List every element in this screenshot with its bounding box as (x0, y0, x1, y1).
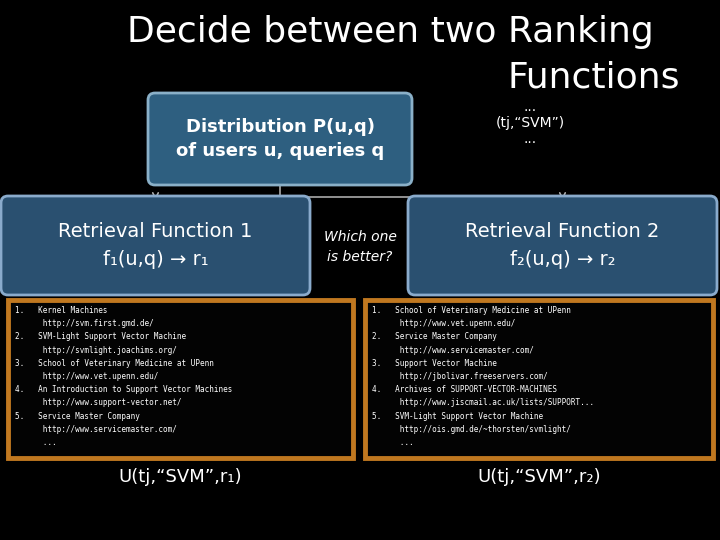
Text: (tj,“SVM”): (tj,“SVM”) (495, 116, 564, 130)
Text: Which one
is better?: Which one is better? (323, 230, 397, 264)
Text: Retrieval Function 1
f₁(u,q) → r₁: Retrieval Function 1 f₁(u,q) → r₁ (58, 222, 253, 269)
Text: Decide between two Ranking: Decide between two Ranking (127, 15, 653, 49)
FancyBboxPatch shape (1, 196, 310, 295)
FancyBboxPatch shape (148, 93, 412, 185)
FancyBboxPatch shape (408, 196, 717, 295)
FancyBboxPatch shape (8, 300, 353, 458)
Text: 1.   School of Veterinary Medicine at UPenn
      http://www.vet.upenn.edu/
2.  : 1. School of Veterinary Medicine at UPen… (372, 306, 594, 447)
Text: Distribution P(u,q)
of users u, queries q: Distribution P(u,q) of users u, queries … (176, 118, 384, 160)
Text: ...: ... (523, 132, 536, 146)
Text: Retrieval Function 2
f₂(u,q) → r₂: Retrieval Function 2 f₂(u,q) → r₂ (465, 222, 660, 269)
FancyBboxPatch shape (365, 300, 713, 458)
Text: 1.   Kernel Machines
      http://svm.first.gmd.de/
2.   SVM-Light Support Vecto: 1. Kernel Machines http://svm.first.gmd.… (15, 306, 233, 447)
Text: Functions: Functions (508, 60, 680, 94)
Text: U(tj,“SVM”,r₂): U(tj,“SVM”,r₂) (477, 468, 600, 486)
Text: U(tj,“SVM”,r₁): U(tj,“SVM”,r₁) (119, 468, 243, 486)
Text: ...: ... (523, 100, 536, 114)
